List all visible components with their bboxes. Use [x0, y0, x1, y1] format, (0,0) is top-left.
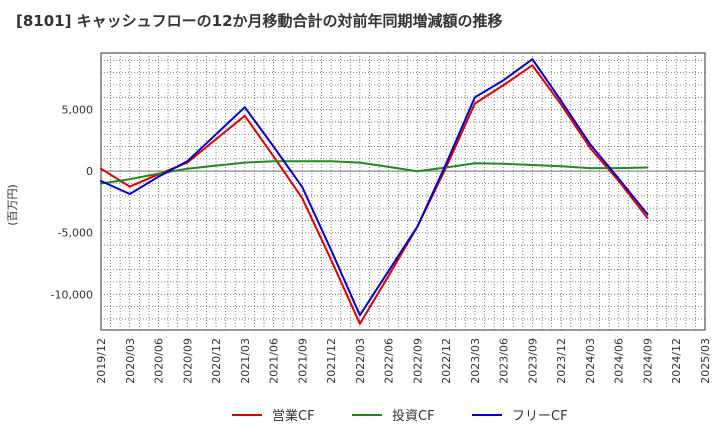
- x-tick-label: 2020/12: [210, 338, 223, 384]
- x-tick-label: 2022/06: [383, 338, 396, 384]
- x-tick-label: 2019/12: [95, 338, 108, 384]
- x-tick-label: 2021/06: [268, 338, 281, 384]
- chart-title: [8101] キャッシュフローの12か月移動合計の対前年同期増減額の推移: [16, 12, 503, 30]
- x-tick-label: 2025/03: [699, 338, 712, 384]
- series-line: [100, 160, 649, 185]
- series-line: [100, 58, 649, 317]
- plot-frame: [100, 52, 706, 331]
- x-tick-label: 2021/12: [325, 338, 338, 384]
- x-tick-label: 2020/03: [124, 338, 137, 384]
- x-tick-label: 2021/03: [239, 338, 252, 384]
- x-tick-label: 2023/06: [498, 338, 511, 384]
- x-tick-label: 2023/09: [526, 338, 539, 384]
- x-tick-label: 2020/06: [153, 338, 166, 384]
- y-tick-label: 0: [86, 165, 93, 178]
- y-tick-label: -10,000: [51, 288, 93, 301]
- x-tick-label: 2023/03: [469, 338, 482, 384]
- y-tick-label: -5,000: [58, 227, 93, 240]
- legend-label: フリーCF: [512, 409, 568, 424]
- legend-label: 投資CF: [392, 408, 435, 424]
- x-tick-label: 2022/03: [354, 338, 367, 384]
- series-line: [100, 64, 649, 325]
- x-tick-label: 2024/06: [613, 338, 626, 384]
- y-tick-labels: 5,000 0 -5,000 -10,000: [51, 104, 93, 302]
- x-tick-label: 2024/12: [670, 338, 683, 384]
- legend: 営業CF 投資CF フリーCF: [232, 408, 568, 424]
- plot-area: [100, 52, 706, 331]
- y-axis-label: (百万円): [6, 184, 19, 226]
- x-tick-label: 2024/09: [641, 338, 654, 384]
- y-tick-label: 5,000: [62, 104, 94, 117]
- x-tick-label: 2022/09: [411, 338, 424, 384]
- x-tick-label: 2021/09: [296, 338, 309, 384]
- x-tick-label: 2022/12: [440, 338, 453, 384]
- x-tick-label: 2020/09: [181, 338, 194, 384]
- x-tick-label: 2024/03: [584, 338, 597, 384]
- x-tick-label: 2023/12: [555, 338, 568, 384]
- legend-label: 営業CF: [272, 408, 315, 424]
- x-tick-labels: 2019/12 2020/03 2020/06 2020/09 2020/12 2021/…: [95, 338, 712, 384]
